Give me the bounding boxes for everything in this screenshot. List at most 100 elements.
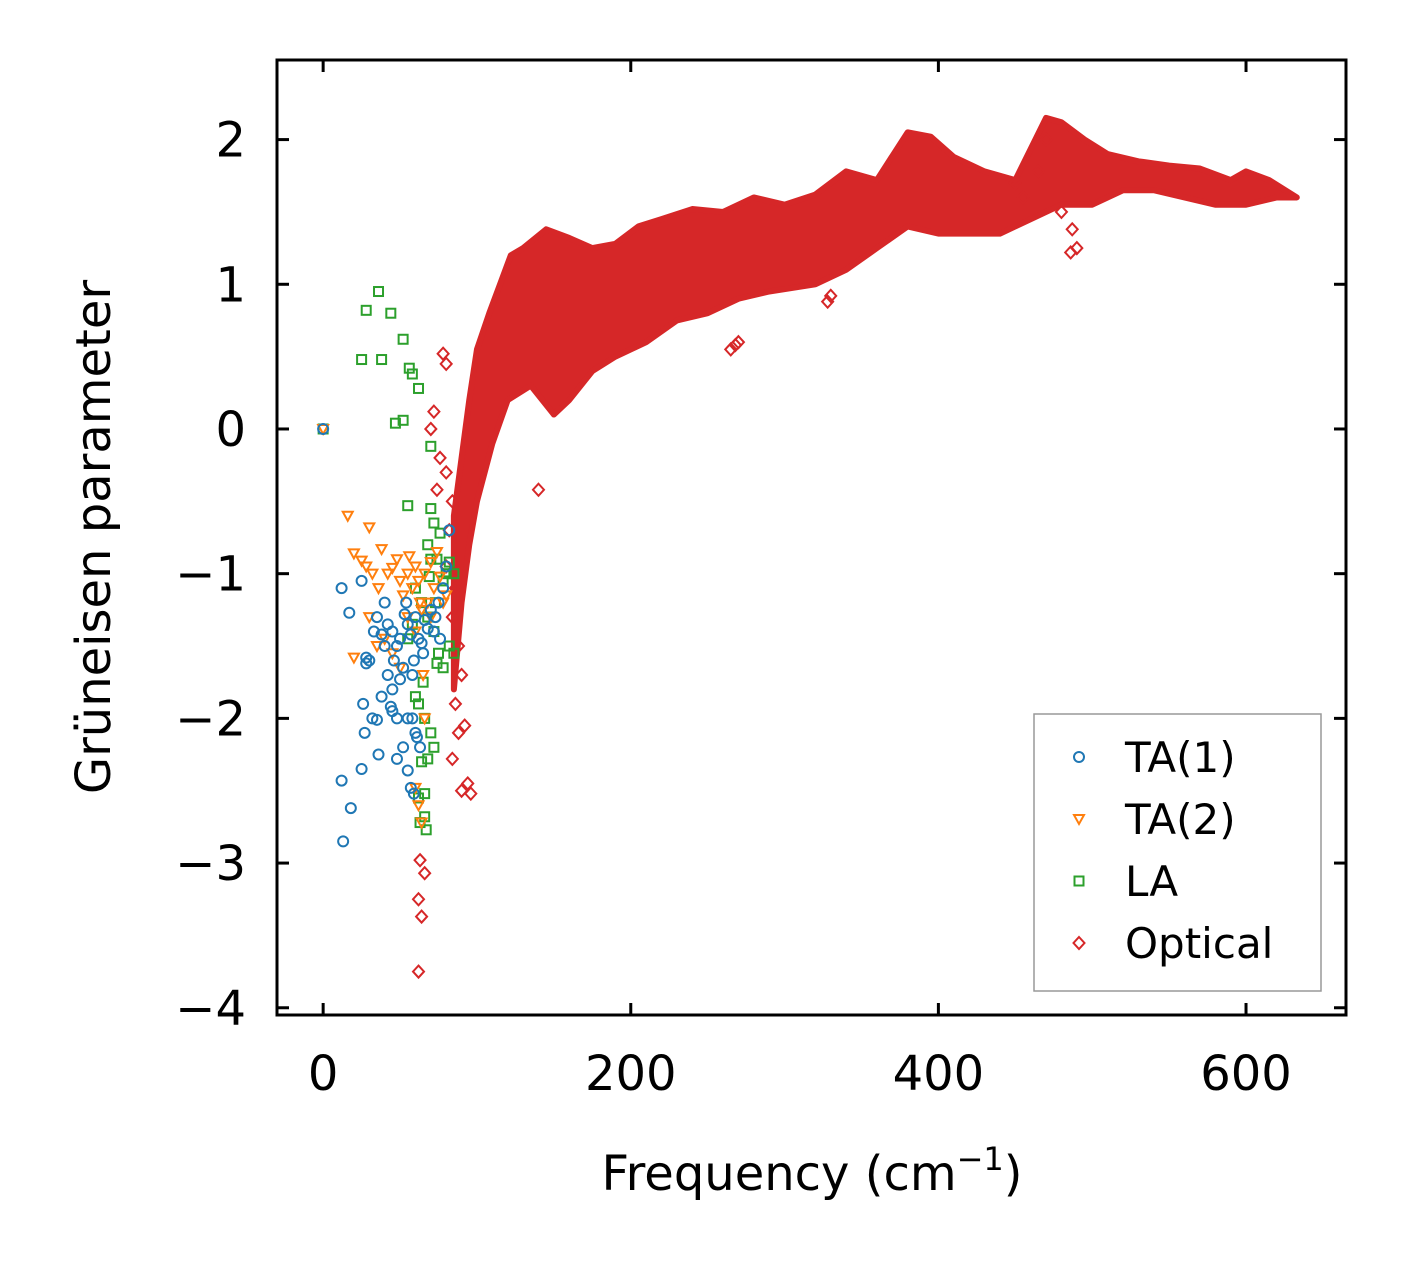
data-point xyxy=(425,440,437,452)
data-point xyxy=(375,628,388,641)
data-point xyxy=(408,561,423,574)
data-point xyxy=(416,669,430,683)
y-tick-label: 2 xyxy=(215,113,246,169)
data-point xyxy=(417,568,432,581)
data-point xyxy=(375,690,388,703)
legend-marker xyxy=(1072,814,1086,827)
data-point xyxy=(406,368,418,380)
data-point xyxy=(390,640,403,653)
data-point xyxy=(431,553,443,565)
data-point xyxy=(1063,244,1078,260)
data-point xyxy=(433,647,445,659)
data-point xyxy=(358,726,371,739)
data-point xyxy=(387,654,400,667)
data-point xyxy=(413,597,427,610)
data-point xyxy=(723,341,738,357)
data-point xyxy=(823,288,838,304)
data-point xyxy=(1054,204,1069,220)
series-optical xyxy=(411,132,1084,980)
data-point xyxy=(454,783,469,799)
data-point xyxy=(463,786,478,802)
x-axis-label-superscript: −1 xyxy=(957,1140,1004,1178)
data-point xyxy=(317,422,330,435)
data-point xyxy=(411,800,426,813)
data-point xyxy=(374,544,389,557)
data-point xyxy=(417,676,429,688)
data-point xyxy=(390,554,404,567)
data-point xyxy=(1069,240,1084,256)
data-point xyxy=(820,294,835,310)
data-point xyxy=(385,562,400,575)
data-point xyxy=(373,286,385,298)
data-point xyxy=(405,583,420,596)
y-tick-label: −2 xyxy=(175,691,246,747)
data-point xyxy=(434,632,447,645)
data-point xyxy=(448,696,463,712)
data-point xyxy=(445,609,460,625)
data-point xyxy=(343,606,356,619)
x-axis-label-close: ) xyxy=(1004,1146,1023,1202)
data-point xyxy=(404,628,417,641)
data-point xyxy=(425,503,437,515)
data-point xyxy=(437,582,450,595)
data-point xyxy=(411,964,426,980)
data-point xyxy=(393,575,407,588)
data-points xyxy=(316,132,1084,980)
data-point xyxy=(367,625,380,638)
x-axis-label: Frequency (cm−1) xyxy=(601,1140,1022,1202)
data-point xyxy=(389,417,401,429)
data-point xyxy=(397,741,410,754)
data-point xyxy=(394,632,407,645)
data-point xyxy=(381,568,395,581)
data-point xyxy=(378,640,391,653)
data-point xyxy=(1008,175,1023,191)
data-point xyxy=(370,611,383,624)
data-point xyxy=(335,774,348,787)
data-point xyxy=(448,647,460,659)
data-point xyxy=(424,557,438,570)
legend-item: Optical xyxy=(1072,919,1273,968)
data-point xyxy=(419,788,431,800)
data-point xyxy=(354,555,369,568)
data-point xyxy=(401,764,414,777)
data-point xyxy=(451,725,466,741)
data-point xyxy=(445,751,460,767)
data-point xyxy=(429,611,442,624)
data-point xyxy=(337,835,350,848)
data-point xyxy=(421,622,434,635)
data-point xyxy=(403,362,415,374)
y-axis-label: Grüneisen parameter xyxy=(66,280,122,795)
series-ta-1- xyxy=(317,422,456,848)
y-tick-label: 0 xyxy=(215,402,246,458)
data-point xyxy=(355,574,368,587)
data-point xyxy=(439,464,454,480)
data-point xyxy=(1039,132,1053,148)
data-point xyxy=(431,657,443,669)
data-point xyxy=(1016,189,1030,205)
data-point xyxy=(344,802,357,815)
data-point xyxy=(407,654,420,667)
data-point xyxy=(384,700,397,713)
data-point xyxy=(436,597,450,610)
data-point xyxy=(360,304,372,316)
data-point xyxy=(406,668,419,681)
data-point xyxy=(335,582,348,595)
data-point xyxy=(423,421,438,437)
data-point xyxy=(421,597,435,610)
data-point xyxy=(408,626,423,639)
data-point xyxy=(416,756,428,768)
axis-ticks: 0 200 400 600 2 1 0 −1 −2 −3 −4 xyxy=(175,60,1346,1102)
data-point xyxy=(436,346,450,362)
data-point xyxy=(371,583,386,596)
series-ta-2- xyxy=(316,423,453,830)
data-point xyxy=(401,712,414,725)
data-point xyxy=(448,580,463,596)
data-point xyxy=(413,852,427,868)
data-point xyxy=(386,683,399,696)
data-point xyxy=(425,727,437,739)
data-point xyxy=(413,382,425,394)
data-point xyxy=(445,493,460,509)
optical-band-area xyxy=(450,114,1300,693)
data-point xyxy=(360,651,373,664)
data-point xyxy=(402,500,414,512)
